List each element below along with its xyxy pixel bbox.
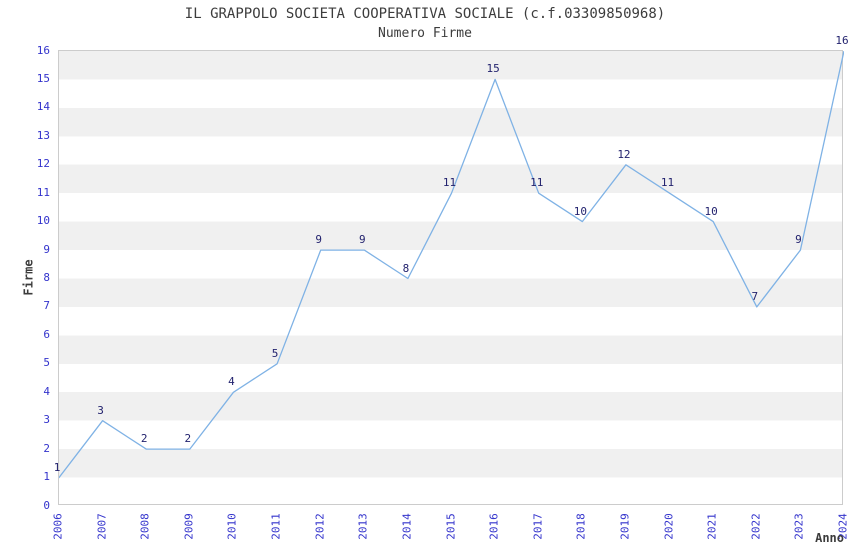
y-axis-label: Firme — [21, 259, 36, 296]
data-point-label: 1 — [53, 460, 61, 474]
y-tick-label: 4 — [43, 384, 50, 398]
data-point-label: 15 — [486, 62, 500, 76]
data-point-label: 8 — [402, 261, 410, 275]
y-tick-label: 1 — [43, 470, 50, 484]
data-point-label: 4 — [228, 375, 235, 389]
x-tick-label: 2009 — [182, 513, 196, 540]
x-tick-label: 2008 — [138, 513, 152, 540]
data-point-label: 2 — [184, 432, 192, 446]
x-tick-label: 2017 — [531, 513, 545, 540]
data-point-label: 12 — [617, 147, 631, 161]
y-tick-label: 13 — [36, 128, 50, 142]
x-tick-label: 2021 — [705, 513, 719, 540]
y-tick-label: 9 — [43, 242, 50, 256]
x-tick-label: 2022 — [749, 513, 763, 540]
y-tick-label: 11 — [36, 185, 50, 199]
data-point-label: 3 — [97, 403, 104, 417]
data-point-label: 7 — [751, 289, 759, 303]
x-axis-label: Anno — [815, 531, 844, 545]
y-tick-label: 3 — [43, 413, 50, 427]
x-tick-label: 2013 — [356, 513, 370, 540]
y-tick-label: 6 — [43, 327, 50, 341]
data-point-label: 2 — [140, 432, 148, 446]
x-tick-label: 2006 — [51, 513, 65, 540]
chart-title: IL GRAPPOLO SOCIETA COOPERATIVA SOCIALE … — [184, 6, 666, 22]
data-point-label: 11 — [442, 176, 457, 190]
y-tick-label: 2 — [43, 441, 50, 455]
data-point-label: 11 — [530, 176, 544, 190]
data-point-label: 9 — [315, 233, 322, 247]
data-point-label: 9 — [358, 233, 366, 247]
data-point-label: 10 — [573, 204, 587, 218]
data-point-label: 11 — [660, 176, 675, 190]
plot-area — [58, 50, 844, 505]
x-tick-label: 2015 — [444, 513, 457, 540]
x-tick-label: 2018 — [574, 513, 588, 540]
y-tick-label: 12 — [36, 157, 50, 171]
y-tick-label: 15 — [36, 71, 50, 85]
y-tick-label: 5 — [43, 356, 50, 370]
y-tick-label: 14 — [36, 100, 50, 114]
y-tick-label: 0 — [43, 498, 50, 512]
y-tick-label: 16 — [36, 43, 50, 57]
data-point-label: 10 — [704, 204, 718, 218]
x-tick-label: 2020 — [662, 513, 676, 540]
series-line-svg — [59, 51, 844, 479]
x-tick-label: 2007 — [95, 513, 109, 540]
y-tick-label: 10 — [36, 214, 50, 228]
data-point-label: 5 — [271, 346, 279, 360]
y-tick-label: 7 — [43, 299, 50, 313]
data-point-label: 9 — [795, 233, 802, 247]
x-tick-label: 2012 — [313, 513, 327, 540]
x-tick-label: 2019 — [618, 513, 632, 540]
series-line — [59, 51, 844, 479]
x-tick-label: 2016 — [487, 513, 501, 540]
chart-subtitle: Numero Firme — [378, 26, 472, 41]
y-tick-label: 8 — [43, 271, 50, 284]
data-point-label: 16 — [835, 34, 849, 47]
x-tick-label: 2010 — [225, 513, 239, 540]
x-tick-label: 2014 — [400, 513, 414, 540]
x-tick-label: 2011 — [269, 513, 283, 540]
